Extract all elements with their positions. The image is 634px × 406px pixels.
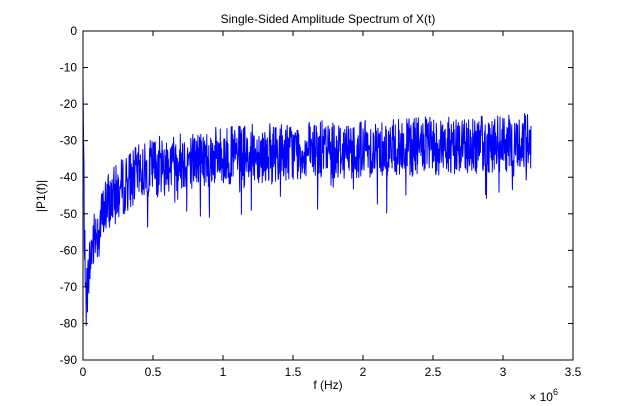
- x-axis-multiplier: × 106: [529, 387, 558, 404]
- y-tick-label: -90: [60, 353, 78, 367]
- x-axis-multiplier-exponent: 6: [553, 387, 558, 397]
- y-tick-label: -20: [60, 97, 78, 111]
- y-axis-label: |P1(f)|: [34, 180, 48, 212]
- y-tick-label: 0: [70, 24, 77, 38]
- x-tick-label: 3.5: [565, 365, 582, 379]
- x-axis-multiplier-base: × 10: [529, 390, 553, 404]
- x-axis: 0 0.5 1 1.5 2 2.5 3 3.5: [80, 31, 582, 379]
- x-tick-label: 2: [360, 365, 367, 379]
- y-tick-label: -70: [60, 280, 78, 294]
- x-tick-label: 3: [500, 365, 507, 379]
- y-tick-label: -40: [60, 170, 78, 184]
- y-axis: 0 -10 -20 -30 -40 -50 -60 -70 -80 -90: [60, 24, 573, 367]
- y-tick-label: -60: [60, 243, 78, 257]
- x-tick-label: 1: [220, 365, 227, 379]
- x-tick-label: 0: [80, 365, 87, 379]
- series-layer: [82, 80, 532, 326]
- y-tick-label: -80: [60, 316, 78, 330]
- plot-frame: [82, 30, 574, 361]
- y-tick-label: -10: [60, 61, 78, 75]
- y-tick-label: -30: [60, 134, 78, 148]
- chart-title: Single-Sided Amplitude Spectrum of X(t): [221, 12, 436, 26]
- x-axis-label: f (Hz): [313, 378, 342, 392]
- plot-area: [82, 30, 574, 361]
- y-tick-label: -50: [60, 207, 78, 221]
- x-tick-label: 1.5: [285, 365, 302, 379]
- x-tick-label: 2.5: [425, 365, 442, 379]
- spectrum-series-line: [82, 80, 532, 326]
- plot-background: [83, 31, 573, 360]
- x-tick-label: 0.5: [145, 365, 162, 379]
